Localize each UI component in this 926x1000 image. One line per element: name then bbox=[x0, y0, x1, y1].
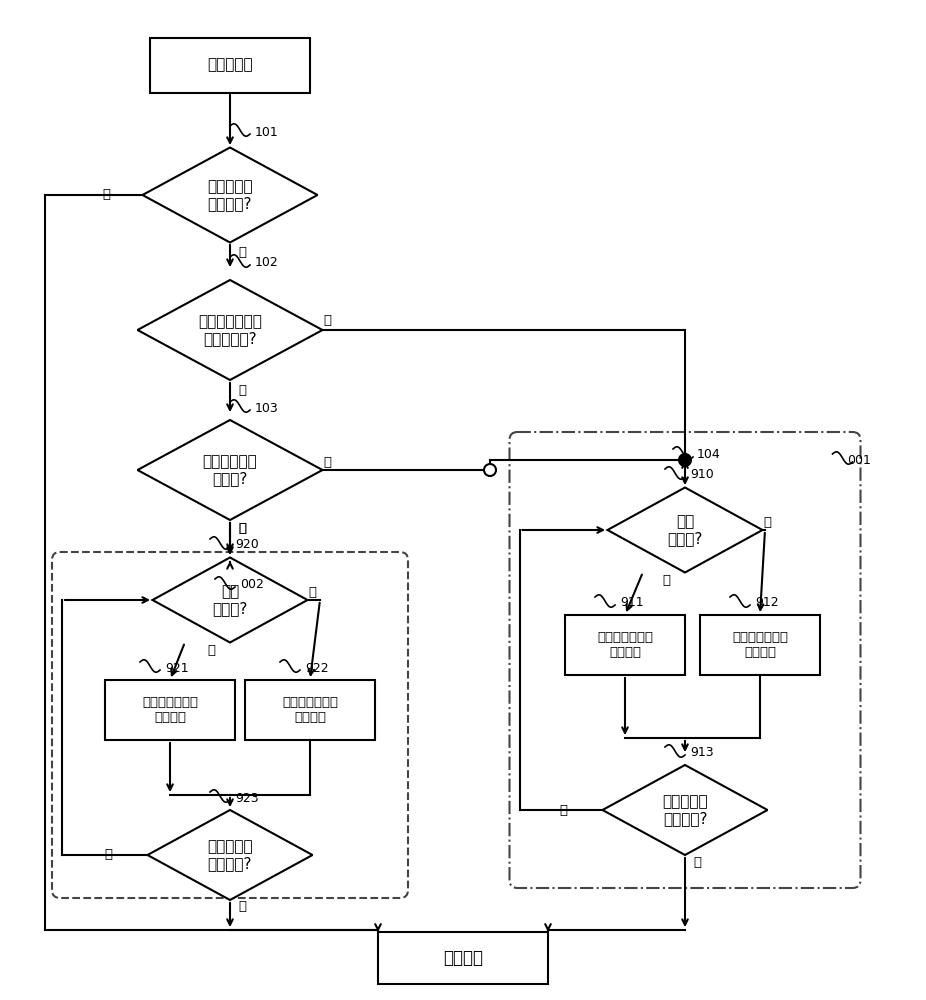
FancyBboxPatch shape bbox=[105, 680, 235, 740]
Circle shape bbox=[679, 454, 691, 466]
FancyBboxPatch shape bbox=[245, 680, 375, 740]
Text: 是: 是 bbox=[238, 522, 246, 534]
Text: 变幅角是否继
续增大?: 变幅角是否继 续增大? bbox=[203, 454, 257, 486]
Text: 是: 是 bbox=[102, 188, 110, 202]
Text: 否: 否 bbox=[238, 383, 246, 396]
Text: 否: 否 bbox=[323, 456, 331, 468]
Text: 调平结束: 调平结束 bbox=[443, 949, 483, 967]
Polygon shape bbox=[147, 810, 312, 900]
FancyBboxPatch shape bbox=[565, 615, 685, 675]
Polygon shape bbox=[143, 147, 318, 242]
Text: 平台倾角在
容许范围?: 平台倾角在 容许范围? bbox=[662, 794, 707, 826]
Polygon shape bbox=[137, 420, 322, 520]
Text: 平台倾角在
容许范围?: 平台倾角在 容许范围? bbox=[207, 839, 253, 871]
Text: 二级调平电磁铁
左位得电: 二级调平电磁铁 左位得电 bbox=[142, 696, 198, 724]
Text: 103: 103 bbox=[255, 401, 279, 414]
FancyBboxPatch shape bbox=[150, 37, 310, 93]
Text: 是: 是 bbox=[238, 900, 246, 914]
Text: 是: 是 bbox=[693, 856, 701, 868]
Text: 是: 是 bbox=[238, 522, 246, 534]
Text: 是: 是 bbox=[662, 574, 670, 586]
Text: 002: 002 bbox=[240, 578, 264, 591]
Text: 是: 是 bbox=[207, 644, 215, 656]
Text: 否: 否 bbox=[308, 585, 316, 598]
Text: 910: 910 bbox=[690, 468, 714, 482]
FancyBboxPatch shape bbox=[700, 615, 820, 675]
Text: 否: 否 bbox=[238, 245, 246, 258]
Text: 一级调平电磁铁
左位得电: 一级调平电磁铁 左位得电 bbox=[597, 631, 653, 659]
Text: 922: 922 bbox=[305, 662, 329, 674]
Text: 否: 否 bbox=[104, 848, 112, 861]
Text: 平台的倾角: 平台的倾角 bbox=[207, 57, 253, 73]
Text: 101: 101 bbox=[255, 125, 279, 138]
FancyBboxPatch shape bbox=[378, 932, 548, 984]
Polygon shape bbox=[137, 280, 322, 380]
Polygon shape bbox=[607, 488, 762, 572]
Text: 920: 920 bbox=[235, 538, 258, 552]
Text: 是否
为正值?: 是否 为正值? bbox=[668, 514, 703, 546]
Text: 是否工作台摆角
达到极限值?: 是否工作台摆角 达到极限值? bbox=[198, 314, 262, 346]
Polygon shape bbox=[153, 558, 307, 643]
Text: 102: 102 bbox=[255, 256, 279, 269]
Text: 是否
为正值?: 是否 为正值? bbox=[212, 584, 247, 616]
Text: 913: 913 bbox=[690, 746, 714, 760]
Text: 二级调平电磁铁
右位得电: 二级调平电磁铁 右位得电 bbox=[282, 696, 338, 724]
Text: 平台倾角在
容许范围?: 平台倾角在 容许范围? bbox=[207, 179, 253, 211]
Text: 否: 否 bbox=[763, 516, 771, 528]
Text: 否: 否 bbox=[559, 804, 567, 816]
Text: 否: 否 bbox=[323, 314, 331, 326]
Text: 921: 921 bbox=[165, 662, 189, 674]
Text: 104: 104 bbox=[697, 448, 720, 462]
Polygon shape bbox=[603, 765, 768, 855]
Text: 一级调平电磁铁
右位得电: 一级调平电磁铁 右位得电 bbox=[732, 631, 788, 659]
Text: 923: 923 bbox=[235, 792, 258, 804]
Circle shape bbox=[484, 464, 496, 476]
Text: 911: 911 bbox=[620, 596, 644, 609]
Text: 912: 912 bbox=[755, 596, 779, 609]
Text: 001: 001 bbox=[847, 454, 871, 466]
